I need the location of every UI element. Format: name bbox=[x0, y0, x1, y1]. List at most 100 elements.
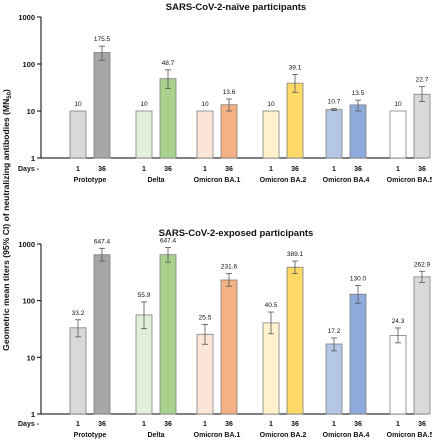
x-tick-label: 1 bbox=[396, 421, 400, 428]
x-tick-label: 1 bbox=[76, 166, 80, 173]
data-label: 10 bbox=[394, 101, 402, 108]
bar bbox=[262, 322, 280, 415]
data-label: 13.6 bbox=[223, 89, 236, 96]
shared-y-axis-label: Geometric mean titers (95% CI) of neutra… bbox=[1, 89, 13, 351]
x-tick-label: 1 bbox=[396, 166, 400, 173]
bar bbox=[159, 78, 177, 159]
data-label: 231.6 bbox=[221, 264, 238, 271]
data-label: 10 bbox=[74, 101, 82, 108]
bar bbox=[196, 333, 214, 415]
y-tick-label: 1 bbox=[31, 154, 35, 163]
group-label: Omicron BA.5 bbox=[387, 177, 432, 184]
bar bbox=[159, 254, 177, 415]
shared-y-axis-label-subscript: 50 bbox=[7, 91, 13, 98]
x-tick-label: 36 bbox=[354, 421, 362, 428]
data-label: 40.5 bbox=[265, 302, 278, 309]
data-label: 22.7 bbox=[416, 77, 429, 84]
x-tick-label: 36 bbox=[225, 421, 233, 428]
data-label: 130.0 bbox=[350, 276, 367, 283]
data-label: 55.9 bbox=[138, 292, 151, 299]
bar bbox=[389, 335, 407, 415]
data-label: 10 bbox=[140, 101, 148, 108]
bar bbox=[135, 314, 153, 415]
data-label: 647.4 bbox=[160, 237, 177, 244]
data-label: 13.5 bbox=[352, 90, 365, 97]
bar bbox=[389, 110, 407, 159]
data-label: 25.5 bbox=[199, 314, 212, 321]
days-label: Days - bbox=[18, 421, 40, 428]
group-label: Delta bbox=[147, 177, 164, 184]
y-tick-label: 1000 bbox=[18, 13, 35, 22]
bar bbox=[220, 104, 238, 159]
data-label: 647.4 bbox=[94, 238, 111, 245]
days-label: Days - bbox=[18, 166, 40, 173]
bar bbox=[325, 109, 343, 159]
bar bbox=[286, 82, 304, 159]
bar bbox=[135, 110, 153, 159]
bar bbox=[262, 110, 280, 159]
x-tick-label: 1 bbox=[269, 421, 273, 428]
y-tick-label: 100 bbox=[22, 60, 35, 69]
bar bbox=[220, 279, 238, 415]
group-label: Omicron BA.2 bbox=[260, 432, 307, 439]
group-label: Omicron BA.1 bbox=[194, 432, 241, 439]
data-label: 10 bbox=[201, 101, 209, 108]
bar bbox=[93, 254, 111, 415]
data-label: 33.2 bbox=[72, 310, 85, 317]
x-tick-label: 1 bbox=[203, 166, 207, 173]
bar bbox=[349, 293, 367, 415]
group-label: Omicron BA.2 bbox=[260, 177, 307, 184]
bar bbox=[413, 93, 431, 159]
x-tick-label: 36 bbox=[164, 166, 172, 173]
data-label: 48.7 bbox=[162, 60, 175, 67]
bar bbox=[325, 343, 343, 415]
data-label: 24.3 bbox=[392, 318, 405, 325]
x-tick-label: 36 bbox=[418, 166, 426, 173]
bar bbox=[286, 266, 304, 415]
bar bbox=[349, 104, 367, 159]
bar bbox=[69, 327, 87, 415]
x-tick-label: 36 bbox=[418, 421, 426, 428]
x-tick-label: 1 bbox=[332, 166, 336, 173]
x-tick-label: 36 bbox=[98, 166, 106, 173]
data-label: 10.7 bbox=[328, 99, 341, 106]
y-tick-label: 10 bbox=[27, 107, 35, 116]
panel-title: SARS-CoV-2-exposed participants bbox=[159, 228, 314, 239]
data-label: 262.9 bbox=[414, 261, 431, 268]
x-tick-label: 1 bbox=[332, 421, 336, 428]
bar bbox=[413, 276, 431, 415]
x-tick-label: 1 bbox=[142, 421, 146, 428]
data-label: 389.1 bbox=[287, 251, 304, 258]
x-tick-label: 1 bbox=[76, 421, 80, 428]
y-tick-label: 1 bbox=[31, 410, 35, 419]
y-tick-label: 1000 bbox=[18, 240, 35, 249]
data-label: 39.1 bbox=[289, 64, 302, 71]
x-tick-label: 36 bbox=[291, 166, 299, 173]
bar bbox=[93, 52, 111, 159]
x-tick-label: 1 bbox=[142, 166, 146, 173]
group-label: Prototype bbox=[74, 177, 107, 184]
data-label: 10 bbox=[267, 101, 275, 108]
bar bbox=[69, 110, 87, 159]
panel-title: SARS-CoV-2-naïve participants bbox=[166, 2, 306, 13]
data-label: 17.2 bbox=[328, 328, 341, 335]
data-label: 175.5 bbox=[94, 36, 111, 43]
x-tick-label: 1 bbox=[269, 166, 273, 173]
x-tick-label: 36 bbox=[225, 166, 233, 173]
x-tick-label: 36 bbox=[354, 166, 362, 173]
group-label: Prototype bbox=[74, 432, 107, 439]
x-tick-label: 36 bbox=[291, 421, 299, 428]
y-tick-label: 100 bbox=[22, 297, 35, 306]
group-label: Omicron BA.5 bbox=[387, 432, 432, 439]
x-tick-label: 36 bbox=[164, 421, 172, 428]
x-tick-label: 36 bbox=[98, 421, 106, 428]
group-label: Omicron BA.4 bbox=[323, 432, 370, 439]
group-label: Delta bbox=[147, 432, 164, 439]
bar bbox=[196, 110, 214, 159]
y-tick-label: 10 bbox=[27, 353, 35, 362]
x-tick-label: 1 bbox=[203, 421, 207, 428]
group-label: Omicron BA.4 bbox=[323, 177, 370, 184]
group-label: Omicron BA.1 bbox=[194, 177, 241, 184]
